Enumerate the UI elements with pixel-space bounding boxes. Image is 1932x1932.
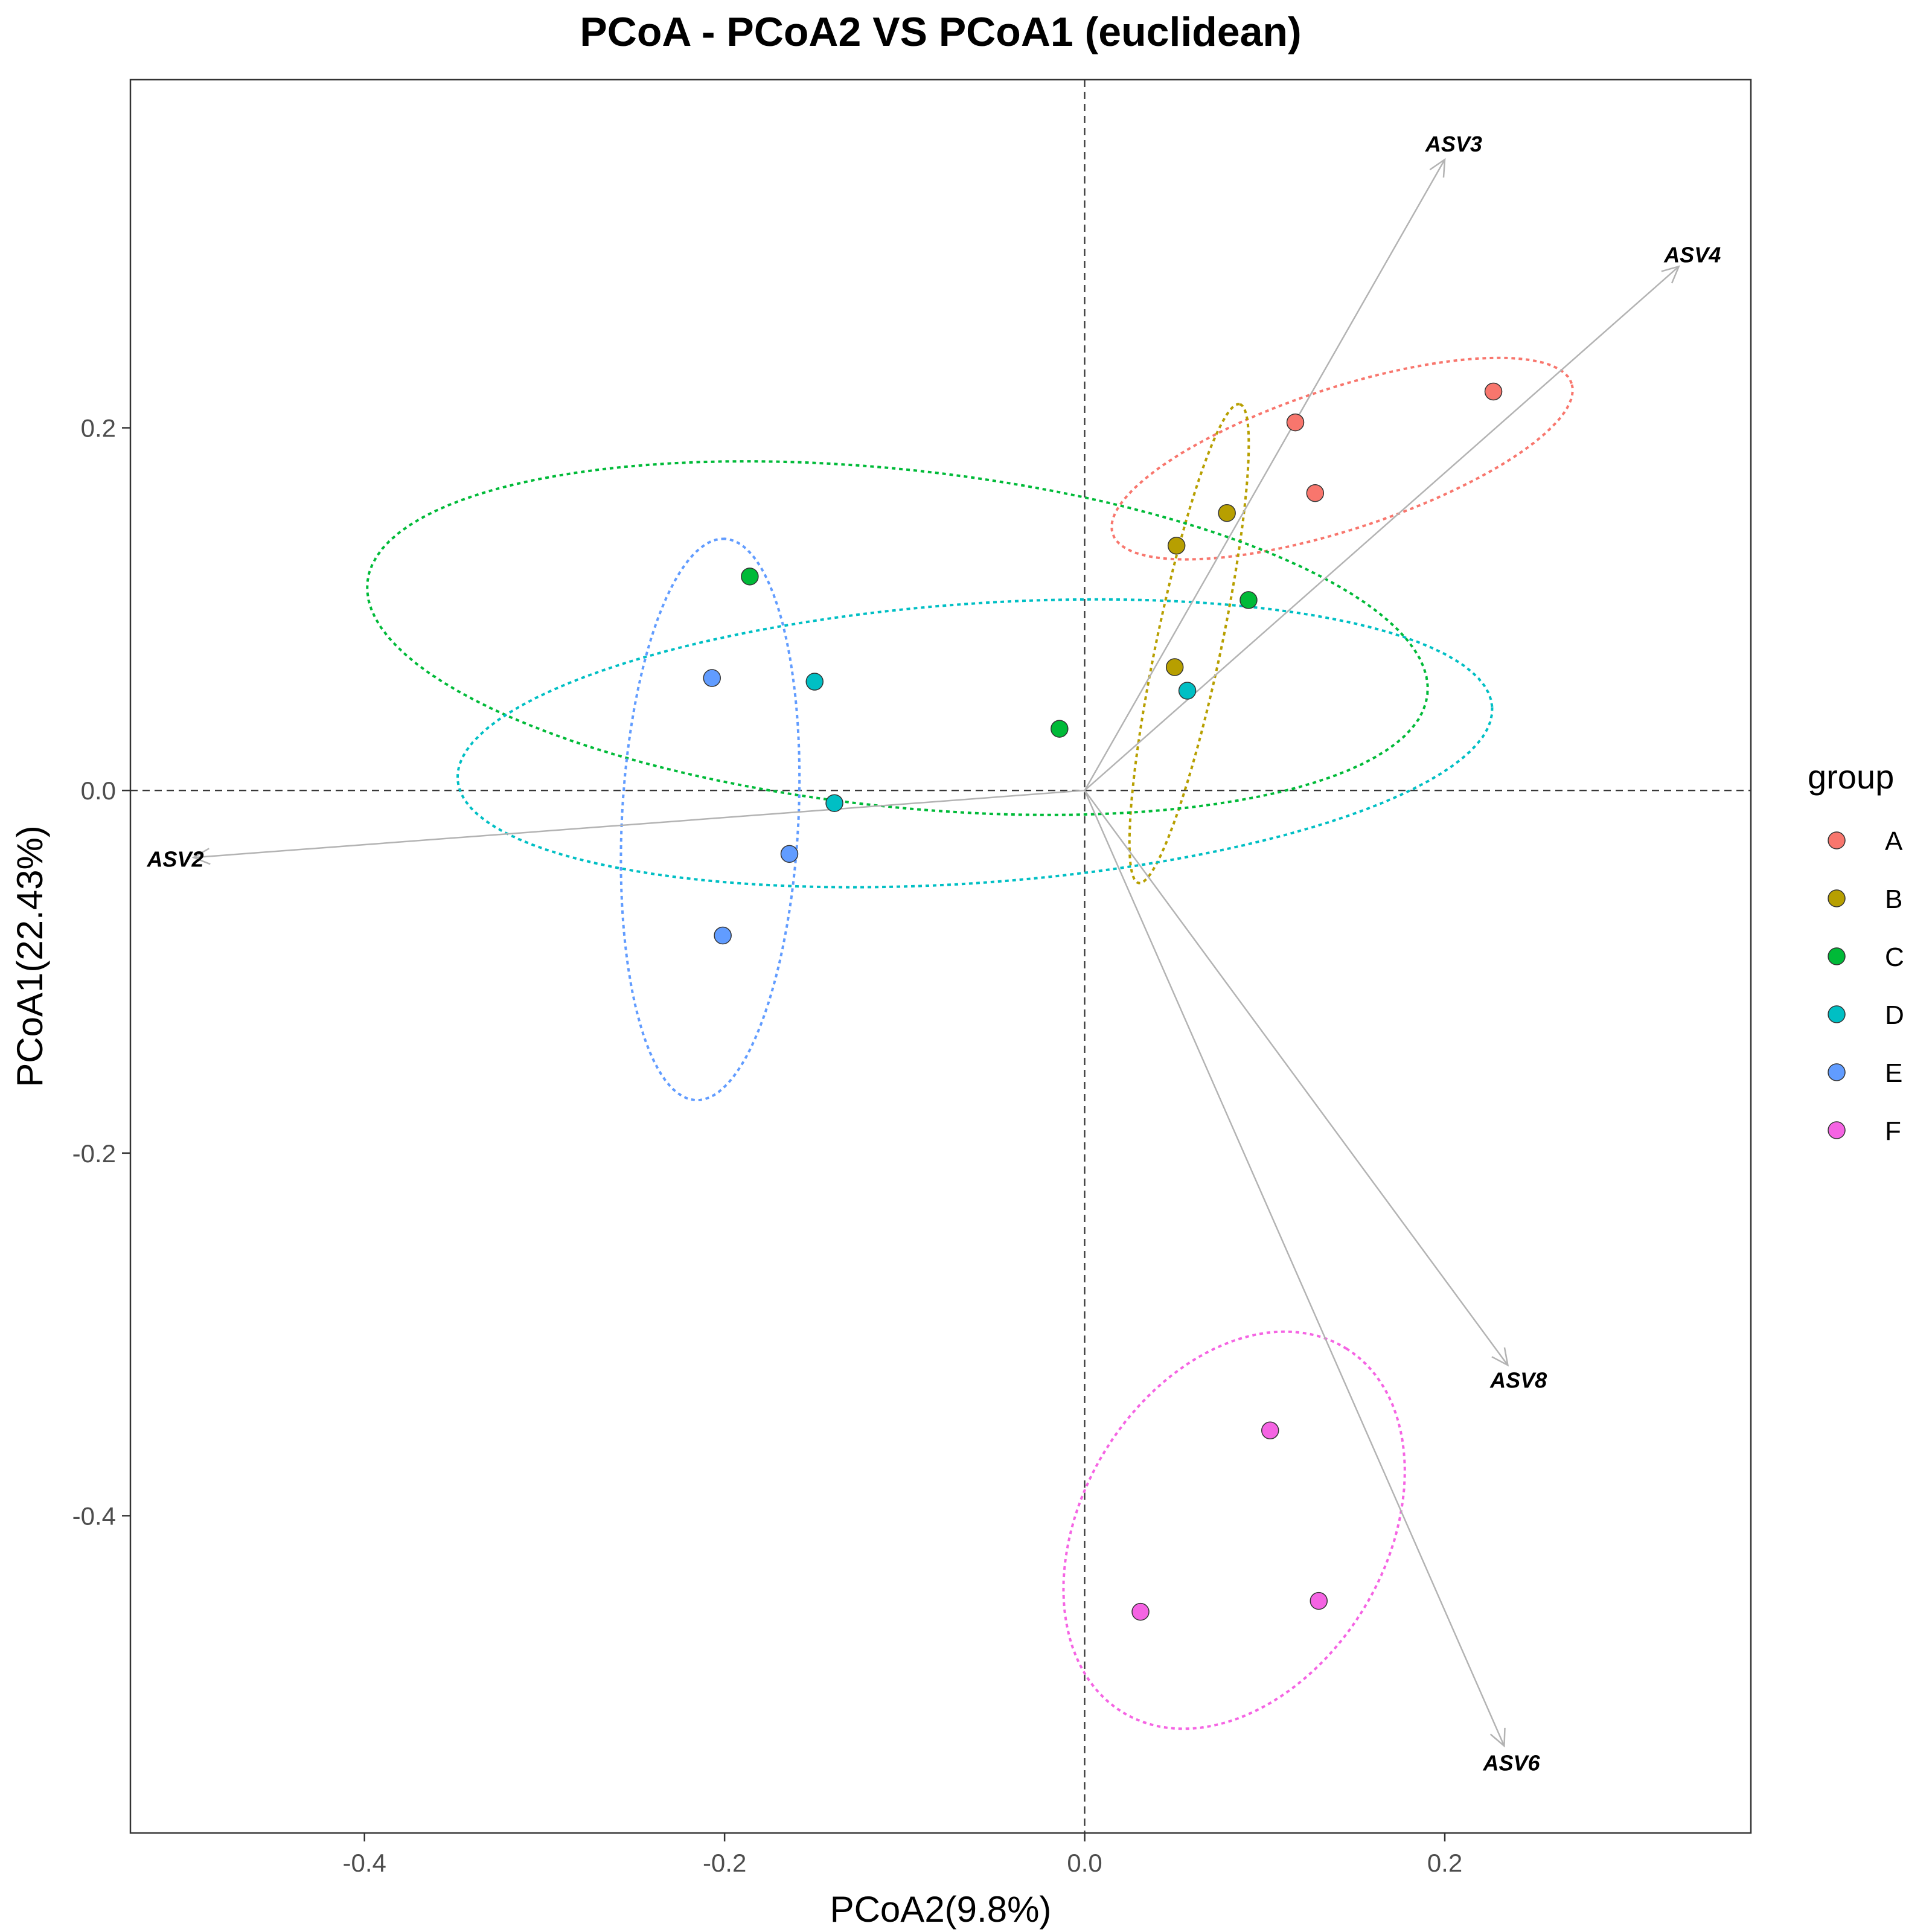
legend-title: group [1808,758,1894,796]
plot-area [130,80,1751,1833]
arrowhead-asv2 [191,848,211,865]
arrow-label-asv8: ASV8 [1489,1367,1547,1392]
point-group-f [1131,1602,1150,1621]
arrow-label-asv6: ASV6 [1482,1750,1540,1775]
point-group-e [703,669,721,687]
legend-label-f: F [1885,1116,1901,1146]
point-group-e [780,845,799,863]
y-axis-ticks: -0.4 -0.2 0.0 0.2 [72,414,130,1530]
point-group-c [741,568,759,586]
panel-border [129,78,1752,1834]
legend-key-b [1828,889,1846,907]
point-group-d [825,794,843,812]
x-tick-label: -0.2 [703,1849,746,1877]
reference-lines [130,80,1751,1833]
arrow-asv6 [1084,790,1505,1747]
arrow-label-asv3: ASV3 [1425,132,1482,156]
y-tick-label: 0.2 [81,414,116,443]
legend-label-e: E [1885,1058,1902,1088]
point-group-e [714,926,732,945]
legend-key-f [1828,1121,1846,1139]
point-group-d [805,673,824,691]
x-tick-label: 0.2 [1427,1849,1462,1877]
arrow-asv2 [193,789,1085,859]
point-group-a [1286,413,1305,432]
ellipse-group-d [456,598,1494,889]
y-tick-label: -0.2 [72,1139,116,1168]
legend-label-c: C [1885,942,1904,972]
arrowhead-asv3 [1429,158,1446,178]
ellipse-group-a [1110,356,1574,561]
arrowhead-asv6 [1489,1727,1506,1748]
point-group-c [1239,591,1258,609]
legend-key-e [1828,1063,1846,1081]
arrow-asv3 [1084,159,1446,791]
arrow-asv8 [1084,790,1509,1366]
y-axis-title: PCoA1(22.43%) [10,825,50,1087]
confidence-ellipses [366,356,1574,1730]
arrowhead-asv8 [1491,1347,1509,1367]
point-group-f [1261,1421,1279,1440]
x-axis-title: PCoA2(9.8%) [830,1889,1052,1930]
point-group-b [1167,537,1186,555]
arrowhead-asv4 [1661,265,1680,284]
point-group-b [1165,658,1184,676]
point-group-a [1306,484,1325,502]
point-group-c [1051,720,1069,738]
sample-points [703,382,1503,1621]
ellipse-group-b [1128,403,1250,884]
legend-key-c [1828,947,1846,965]
ellipse-group-c [366,460,1429,816]
chart-title: PCoA - PCoA2 VS PCoA1 (euclidean) [580,9,1301,55]
point-group-b [1218,504,1236,522]
y-tick-label: -0.4 [72,1502,116,1530]
point-group-f [1310,1591,1328,1610]
ellipse-group-f [1062,1330,1406,1730]
arrow-label-asv4: ASV4 [1663,242,1721,267]
legend-key-d [1828,1005,1846,1023]
y-tick-label: 0.0 [81,776,116,805]
loading-arrows [191,158,1680,1748]
arrow-label-asv2: ASV2 [146,847,203,872]
loading-arrow-labels: ASV3 ASV4 ASV2 ASV8 ASV6 [146,132,1721,1775]
arrow-asv4 [1084,266,1680,792]
x-axis-ticks: -0.4 -0.2 0.0 0.2 [343,1833,1462,1877]
x-tick-label: 0.0 [1067,1849,1102,1877]
ellipse-group-e [619,537,801,1102]
point-group-d [1178,682,1197,700]
point-group-a [1484,382,1503,401]
legend-label-b: B [1885,884,1902,914]
x-tick-label: -0.4 [343,1849,386,1877]
legend-label-a: A [1885,827,1903,856]
legend-label-d: D [1885,1000,1904,1030]
legend-key-a [1828,831,1846,849]
